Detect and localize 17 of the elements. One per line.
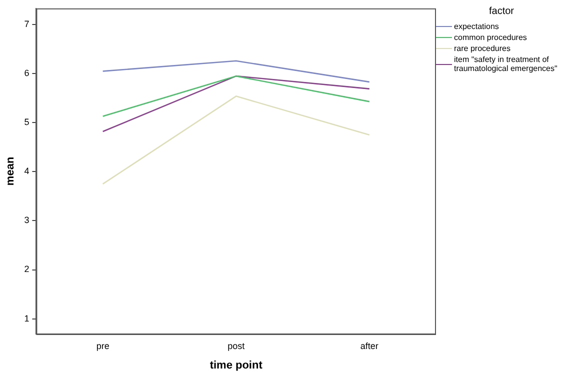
y-tick-label: 5 xyxy=(24,117,30,128)
y-tick-label: 2 xyxy=(24,264,30,274)
legend-title: factor xyxy=(488,6,515,17)
y-tick-label: 3 xyxy=(24,215,30,226)
legend-label: expectations xyxy=(454,22,499,31)
y-tick-label: 7 xyxy=(24,19,30,30)
x-tick-label: after xyxy=(360,340,378,351)
legend-label: item "safety in treatment of traumatological emergences" xyxy=(454,55,558,73)
x-tick-label: post xyxy=(228,340,246,351)
x-tick-label: pre xyxy=(96,340,110,351)
x-axis-title: time point xyxy=(210,359,263,372)
y-tick-label: 6 xyxy=(24,68,30,78)
y-tick-label: 1 xyxy=(24,313,30,324)
y-tick-label: 4 xyxy=(24,166,30,176)
y-axis-title: mean xyxy=(4,156,17,186)
legend-label: rare procedures xyxy=(454,44,510,53)
legend-label: common procedures xyxy=(454,33,527,42)
